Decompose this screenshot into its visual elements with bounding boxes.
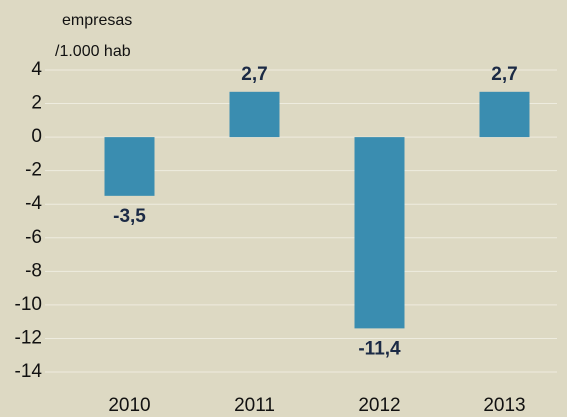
data-label: -3,5 [113,206,146,227]
y-tick-label: -4 [25,193,42,214]
y-tick-label: 0 [31,126,42,147]
x-tick-label: 2012 [358,395,400,416]
data-label: -11,4 [358,338,401,359]
x-tick-label: 2013 [483,395,525,416]
y-tick-label: -6 [25,227,42,248]
y-tick-label: 2 [31,93,42,114]
y-axis-label: /1.000 hab [55,43,131,60]
data-label: 2,7 [491,64,517,85]
x-tick-label: 2010 [108,395,150,416]
y-tick-label: -2 [25,160,42,181]
y-tick-label: 4 [31,59,42,80]
bar [354,137,405,329]
y-tick-label: -10 [15,294,42,315]
bar [479,91,530,138]
x-tick-label: 2011 [234,395,275,416]
bar [229,91,280,138]
y-tick-label: -8 [25,260,42,281]
y-tick-label: -14 [15,361,43,382]
y-tick-label: -12 [15,327,42,348]
bar [104,137,155,196]
y-axis-label: empresas [62,12,132,29]
data-label: 2,7 [241,64,267,85]
